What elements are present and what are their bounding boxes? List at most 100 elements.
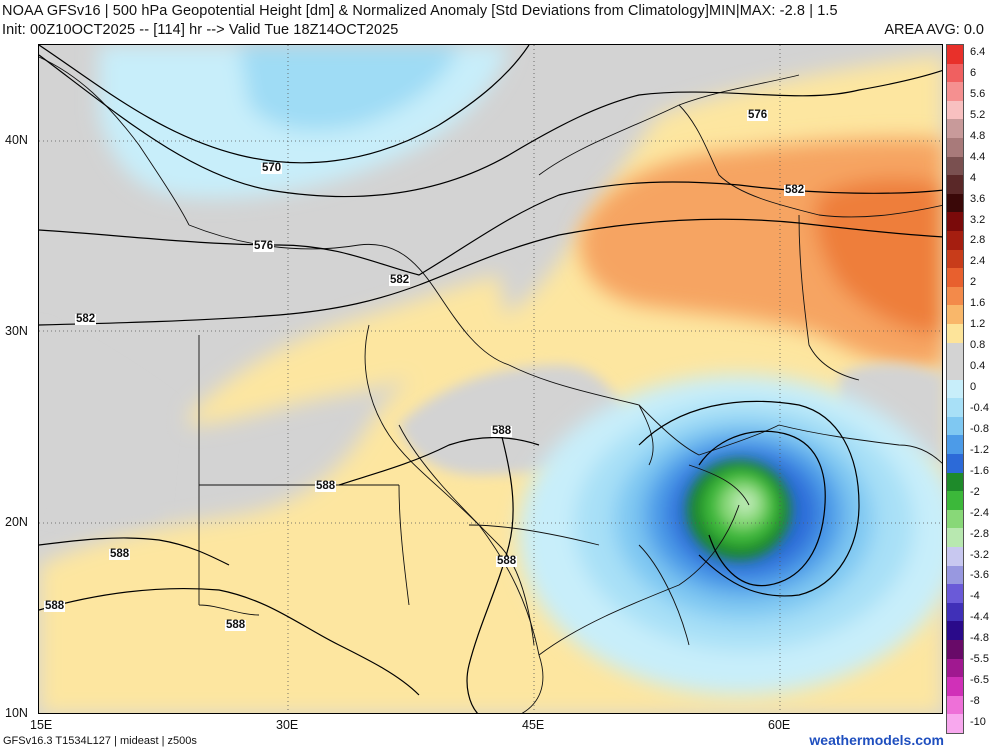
colorbar-cell — [947, 416, 963, 436]
contour-label: 588 — [491, 425, 513, 437]
colorbar-cell — [947, 63, 963, 83]
lon-tick: 60E — [768, 718, 791, 732]
lon-tick: 15E — [30, 718, 53, 732]
contour-label: 576 — [253, 240, 275, 252]
colorbar-cell — [947, 286, 963, 306]
lon-tick: 30E — [276, 718, 299, 732]
northwest-trough-anomaly — [99, 45, 509, 199]
colorbar-label: -6.5 — [970, 674, 989, 687]
colorbar-label: 3.6 — [970, 192, 986, 205]
colorbar-label: -2.4 — [970, 506, 989, 519]
lat-tick: 30N — [5, 324, 28, 338]
colorbar-cell — [947, 137, 963, 158]
colorbar-label: 2 — [970, 276, 977, 289]
colorbar-cell — [947, 677, 963, 697]
orange-anomaly-core — [579, 138, 942, 368]
colorbar-cell — [947, 379, 963, 399]
colorbar-cell — [947, 175, 963, 195]
colorbar-cell — [947, 658, 963, 678]
colorbar-label: 4 — [970, 171, 977, 184]
colorbar-label: 6.4 — [970, 46, 986, 58]
contour-label: 588 — [44, 600, 66, 612]
map-panel: 570 576 576 582 582 582 588 588 588 588 … — [38, 44, 943, 714]
colorbar-cell — [947, 82, 963, 102]
colorbar-label: -0.4 — [970, 401, 989, 414]
colorbar-label: 6 — [970, 66, 977, 79]
lon-tick: 45E — [522, 718, 545, 732]
colorbar-cell — [947, 249, 963, 269]
colorbar-cell — [947, 509, 963, 529]
contour-label: 588 — [225, 619, 247, 631]
colorbar-cell — [947, 45, 963, 65]
contour-label: 570 — [261, 162, 283, 174]
colorbar-cell — [947, 491, 963, 511]
area-average: AREA AVG: 0.0 — [884, 22, 984, 38]
colorbar-label: -3.6 — [970, 569, 989, 582]
contour-label: 588 — [109, 548, 131, 560]
colorbar-label: 0.8 — [970, 339, 986, 352]
colorbar-label: -0.8 — [970, 422, 989, 435]
colorbar-label: 5.2 — [970, 108, 986, 121]
colorbar-cell — [947, 212, 963, 232]
colorbar-cell — [947, 156, 963, 176]
colorbar-cell — [947, 714, 963, 734]
lat-tick: 20N — [5, 515, 28, 529]
colorbar-cell — [947, 361, 963, 381]
colorbar-label: 0.4 — [970, 360, 986, 373]
coastlines-borders — [39, 56, 942, 713]
colorbar-cell — [947, 193, 963, 213]
colorbar-label: -1.2 — [970, 443, 989, 456]
colorbar-cell — [947, 584, 963, 604]
map-title: NOAA GFSv16 | 500 hPa Geopotential Heigh… — [2, 3, 838, 19]
colorbar-label: -10 — [970, 716, 986, 728]
contour-label: 588 — [315, 480, 337, 492]
height-contours — [39, 45, 942, 713]
colorbar-cell — [947, 398, 963, 418]
colorbar-cell — [947, 119, 963, 139]
contour-label: 582 — [784, 184, 806, 196]
colorbar-label: 4.8 — [970, 129, 986, 142]
colorbar-label: 5.6 — [970, 87, 986, 100]
colorbar-cell — [947, 100, 963, 120]
colorbar-cell — [947, 528, 963, 548]
colorbar-label: -1.6 — [970, 464, 989, 477]
colorbar — [946, 44, 964, 734]
colorbar-cell — [947, 565, 963, 585]
colorbar-cell — [947, 323, 963, 343]
graticule — [39, 45, 942, 713]
colorbar-cell — [947, 230, 963, 251]
colorbar-cell — [947, 695, 963, 715]
colorbar-cell — [947, 602, 963, 622]
colorbar-cell — [947, 472, 963, 492]
colorbar-cell — [947, 305, 963, 325]
colorbar-label: -5.5 — [970, 653, 989, 666]
colorbar-label: 2.8 — [970, 234, 986, 247]
colorbar-cell — [947, 454, 963, 474]
contour-label: 588 — [496, 555, 518, 567]
contour-label: 582 — [75, 313, 97, 325]
colorbar-label: 4.4 — [970, 150, 986, 163]
lat-tick: 40N — [5, 133, 28, 147]
cyclone-core — [687, 460, 791, 560]
colorbar-label: -2.8 — [970, 527, 989, 540]
colorbar-label: -8 — [970, 695, 980, 708]
model-info: GFSv16.3 T1534L127 | mideast | z500s — [3, 735, 197, 747]
colorbar-label: 3.2 — [970, 213, 986, 226]
colorbar-label: 1.2 — [970, 318, 986, 331]
contour-label: 582 — [389, 274, 411, 286]
colorbar-label: -4.4 — [970, 611, 989, 624]
anomaly-map — [39, 45, 942, 713]
brand-link[interactable]: weathermodels.com — [809, 732, 944, 748]
colorbar-label: 1.6 — [970, 297, 986, 310]
colorbar-cell — [947, 640, 963, 660]
colorbar-label: -4.8 — [970, 632, 989, 645]
colorbar-label: -2 — [970, 485, 980, 498]
colorbar-label: 0 — [970, 381, 977, 393]
colorbar-label: 2.4 — [970, 255, 986, 268]
colorbar-cell — [947, 621, 963, 641]
colorbar-cell — [947, 547, 963, 567]
colorbar-cell — [947, 268, 963, 288]
colorbar-label: -3.2 — [970, 548, 989, 561]
contour-label: 576 — [747, 109, 769, 121]
colorbar-label: -4 — [970, 590, 980, 603]
